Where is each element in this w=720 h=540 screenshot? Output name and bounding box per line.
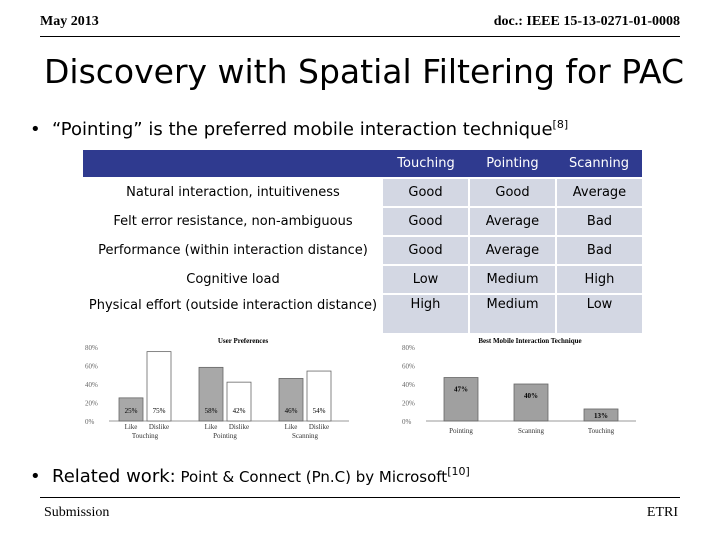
table-cell: Bad xyxy=(556,207,642,237)
row-label: Performance (within interaction distance… xyxy=(83,236,383,266)
category-tick-label: Touching xyxy=(588,427,615,435)
bar-data-label: 46% xyxy=(285,407,298,415)
table-corner-cell xyxy=(83,150,383,179)
column-header-touching: Touching xyxy=(383,150,469,179)
category-tick-label: Like xyxy=(125,423,138,431)
category-tick-label: Scanning xyxy=(518,427,545,435)
y-tick-label: 20% xyxy=(85,400,98,408)
chart-title: Best Mobile Interaction Technique xyxy=(478,337,581,345)
y-tick-label: 80% xyxy=(85,344,98,352)
bar xyxy=(198,366,224,422)
y-tick-label: 60% xyxy=(85,363,98,371)
y-tick-label: 40% xyxy=(85,381,98,389)
bar xyxy=(513,383,549,422)
table-cell: Medium xyxy=(469,294,557,335)
y-tick-label: 0% xyxy=(85,418,95,426)
category-tick-label: Pointing xyxy=(449,427,473,435)
column-header-pointing: Pointing xyxy=(469,150,556,179)
bar xyxy=(118,397,144,422)
chart-title: User Preferences xyxy=(218,337,269,345)
table-row: Cognitive load Low Medium High xyxy=(83,265,642,295)
bar-data-label: 54% xyxy=(313,407,326,415)
footer-org: ETRI xyxy=(646,505,678,520)
bar-data-label: 47% xyxy=(454,386,468,394)
y-tick-label: 0% xyxy=(402,418,412,426)
bar-data-label: 75% xyxy=(153,407,166,415)
comparison-table: Touching Pointing Scanning Natural inter… xyxy=(83,150,642,335)
table-row: Physical effort (outside interaction dis… xyxy=(83,294,642,335)
row-label: Felt error resistance, non-ambiguous xyxy=(83,207,383,237)
group-label: Touching xyxy=(132,432,159,440)
header-doc-id: doc.: IEEE 15-13-0271-01-0008 xyxy=(493,14,680,29)
footer-submission: Submission xyxy=(44,505,110,520)
table-cell: Good xyxy=(383,236,470,266)
table-cell: Low xyxy=(556,294,642,335)
table-header-row: Touching Pointing Scanning xyxy=(83,150,642,179)
row-label: Cognitive load xyxy=(83,265,383,295)
row-label: Physical effort (outside interaction dis… xyxy=(83,294,383,335)
bullet-related-text: Point & Connect (Pn.C) by Microsoft xyxy=(175,468,448,486)
bar xyxy=(226,381,252,422)
best-technique-chart: Best Mobile Interaction Technique 0% 20% 40… xyxy=(400,333,640,443)
bar xyxy=(146,351,172,422)
table-row: Natural interaction, intuitiveness Good … xyxy=(83,178,642,208)
header-date: May 2013 xyxy=(40,14,99,29)
table-cell: Good xyxy=(383,207,470,237)
group-label: Pointing xyxy=(213,432,237,440)
bullet-related-prefix: Related work: xyxy=(52,466,176,487)
table-cell: Average xyxy=(469,236,557,266)
user-preferences-chart-svg: User Preferences 0% 20% 40% 60% 80% 25% Like 75%… xyxy=(85,337,349,440)
column-header-scanning: Scanning xyxy=(556,150,642,179)
category-tick-label: Like xyxy=(285,423,298,431)
table-cell: Good xyxy=(469,178,557,208)
category-tick-label: Dislike xyxy=(309,423,329,431)
bar xyxy=(306,370,332,422)
bar-data-label: 58% xyxy=(205,407,218,415)
table-cell: Bad xyxy=(556,236,642,266)
group-label: Scanning xyxy=(292,432,319,440)
bar xyxy=(583,408,619,422)
user-preferences-chart: User Preferences 0% 20% 40% 60% 80% 25% Like 75%… xyxy=(83,333,363,443)
table-row: Felt error resistance, non-ambiguous Goo… xyxy=(83,207,642,237)
y-tick-label: 40% xyxy=(402,381,415,389)
footer-divider xyxy=(40,497,680,498)
category-tick-label: Dislike xyxy=(149,423,169,431)
bullet-related-work: • Related work: Point & Connect (Pn.C) by… xyxy=(30,465,470,487)
y-tick-label: 80% xyxy=(402,344,415,352)
bullet-pointing-ref: [8] xyxy=(552,118,569,131)
bullet-related-ref: [10] xyxy=(447,465,470,478)
row-label: Natural interaction, intuitiveness xyxy=(83,178,383,208)
bullet-dot: • xyxy=(30,466,41,487)
table-row: Performance (within interaction distance… xyxy=(83,236,642,266)
bar-data-label: 40% xyxy=(524,392,538,400)
table-cell: Low xyxy=(383,265,470,295)
bar-data-label: 25% xyxy=(125,407,138,415)
bar-data-label: 42% xyxy=(233,407,246,415)
table-cell: High xyxy=(383,294,470,335)
category-tick-label: Like xyxy=(205,423,218,431)
table-cell: Average xyxy=(469,207,557,237)
table-cell: Good xyxy=(383,178,470,208)
y-tick-label: 20% xyxy=(402,400,415,408)
table-cell: Average xyxy=(556,178,642,208)
table-cell: Medium xyxy=(469,265,557,295)
y-tick-label: 60% xyxy=(402,363,415,371)
slide-title: Discovery with Spatial Filtering for PAC xyxy=(44,52,685,91)
bullet-dot: • xyxy=(30,119,41,140)
header-divider xyxy=(40,36,680,37)
category-tick-label: Dislike xyxy=(229,423,249,431)
bar xyxy=(443,377,479,422)
bullet-pointing-text: “Pointing” is the preferred mobile inter… xyxy=(52,119,553,140)
table-cell: High xyxy=(556,265,642,295)
bullet-pointing: • “Pointing” is the preferred mobile inte… xyxy=(30,118,568,140)
best-technique-chart-svg: Best Mobile Interaction Technique 0% 20% 40… xyxy=(402,337,636,435)
bar xyxy=(278,378,304,422)
bar-data-label: 13% xyxy=(594,412,608,420)
